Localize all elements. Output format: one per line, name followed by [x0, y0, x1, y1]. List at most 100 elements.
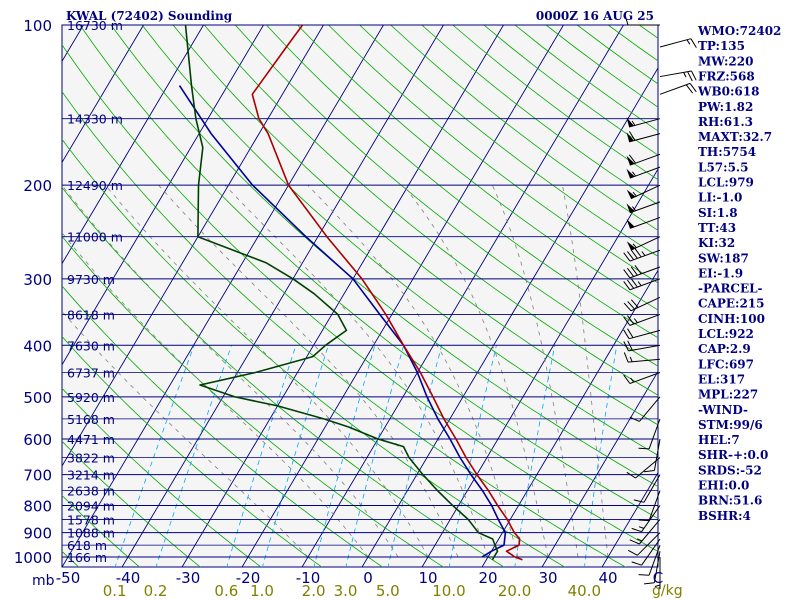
sounding-index: LCL:922: [698, 327, 754, 341]
isotherm-line: [241, 25, 564, 567]
wind-barb-shaft: [629, 201, 661, 214]
wind-barb-shaft: [628, 118, 661, 128]
dry-adiabat-line: [203, 25, 658, 396]
wind-barb: [623, 313, 661, 326]
wind-barb-flag: [638, 519, 650, 522]
height-label: 2094 m: [67, 498, 115, 513]
wind-barb-shaft: [628, 133, 661, 143]
wind-barbs: [623, 14, 697, 589]
height-label: 1578 m: [67, 512, 115, 527]
height-label: 16730 m: [67, 18, 123, 33]
wind-barb-half-flag: [641, 251, 646, 256]
wind-barb-shaft: [629, 372, 661, 384]
pressure-tick-label: 800: [23, 497, 52, 515]
wind-barb-flag: [630, 249, 638, 259]
wind-barb-half-flag: [654, 584, 661, 587]
height-label: 12490 m: [67, 178, 123, 193]
moist-adiabat-line: [62, 184, 399, 558]
isotherm-line: [481, 269, 658, 567]
wind-barb-flag: [627, 267, 635, 277]
temperature-tick-label: -30: [176, 569, 201, 587]
moist-adiabat-line: [62, 310, 309, 558]
wind-barb-flag: [689, 83, 697, 93]
dry-adiabat-line: [359, 25, 658, 257]
temperature-tick-label: 10: [418, 569, 437, 587]
wind-barb: [626, 117, 661, 128]
wind-barb-flag: [627, 251, 635, 261]
pressure-tick-label: 200: [23, 177, 52, 195]
wind-barb-flag: [690, 38, 697, 48]
wind-barb-flag: [630, 278, 638, 288]
wind-barb: [626, 184, 661, 200]
wind-barb-half-flag: [633, 318, 638, 323]
dry-adiabat-line: [297, 25, 658, 311]
wind-barb-flag: [623, 374, 631, 384]
wind-barb: [626, 131, 661, 143]
wind-barb-shaft: [641, 505, 661, 532]
wind-barb-pennant: [626, 117, 634, 127]
mixing-ratio-tick-label: 5.0: [376, 582, 400, 600]
wind-barb: [623, 328, 661, 340]
wind-barb-flag: [634, 265, 642, 275]
temperature-tick-label: -40: [116, 569, 141, 587]
height-label: 618 m: [67, 538, 107, 553]
wind-barb-half-flag: [632, 206, 636, 212]
wind-barb-shaft: [643, 474, 661, 503]
wind-barb-flag: [638, 447, 650, 450]
mixing-ratio-tick-label: 3.0: [334, 582, 358, 600]
sounding-index: HEL:7: [698, 433, 740, 447]
wind-barb-shaft: [653, 438, 661, 471]
profile-layer: [178, 25, 523, 561]
temperature-tick-label: 40: [598, 569, 617, 587]
wind-barb-shaft: [639, 519, 661, 545]
dry-adiabat-line: [62, 440, 201, 567]
sounding-index: STM:99/6: [698, 418, 763, 432]
height-label: 3822 m: [67, 450, 115, 465]
wind-barb-flag: [628, 154, 636, 164]
height-label: 166 m: [67, 550, 107, 565]
dry-adiabat-line: [172, 25, 658, 426]
wind-barb: [644, 551, 661, 585]
wind-barb-half-flag: [629, 356, 633, 362]
dry-adiabat-line: [62, 44, 658, 552]
sounding-index: RH:61.3: [698, 115, 753, 129]
isotherm-line: [62, 25, 324, 467]
pressure-tick-label: 500: [23, 389, 52, 407]
mixing-ratio-tick-label: 2.0: [302, 582, 326, 600]
mixing-ratio-unit-label: g/kg: [652, 583, 683, 599]
wind-barb-flag: [623, 329, 630, 339]
sounding-index: EHI:0.0: [698, 479, 749, 493]
isotherm-line: [62, 25, 384, 567]
wind-barb-shaft: [648, 490, 661, 521]
height-label: 2638 m: [67, 484, 115, 499]
parcel-trace-line: [178, 85, 507, 558]
sounding-index: SRDS:-52: [698, 463, 762, 477]
dry-adiabat-line: [62, 285, 384, 567]
temperature-tick-label: -20: [236, 569, 261, 587]
chart-title: KWAL (72402) Sounding: [66, 9, 233, 23]
wind-barb-flag: [631, 527, 642, 533]
wind-barb-flag: [627, 549, 638, 556]
dry-adiabat-line: [266, 25, 658, 339]
pressure-tick-label: 1000: [14, 549, 52, 567]
mixing-ratio-line: [345, 345, 405, 567]
wind-barb-pennant: [626, 132, 634, 142]
pressure-tick-label: 400: [23, 337, 52, 355]
pressure-tick-label: 100: [23, 17, 52, 35]
wind-barb-shaft: [641, 538, 661, 566]
wind-barb-half-flag: [632, 243, 637, 249]
wind-barb-shaft: [653, 551, 661, 583]
wind-barb-flag: [691, 70, 697, 81]
wind-barb-shaft: [629, 266, 661, 279]
mixing-ratio-line: [261, 345, 329, 567]
wind-barb-flag: [623, 352, 629, 363]
wind-barb: [626, 153, 661, 166]
wind-barb-pennant: [626, 168, 635, 179]
wind-barb-flag: [630, 299, 639, 308]
wind-barb: [623, 372, 661, 384]
mixing-ratio-line: [387, 345, 443, 567]
wind-barb-half-flag: [630, 377, 635, 383]
wind-barb: [633, 474, 661, 503]
